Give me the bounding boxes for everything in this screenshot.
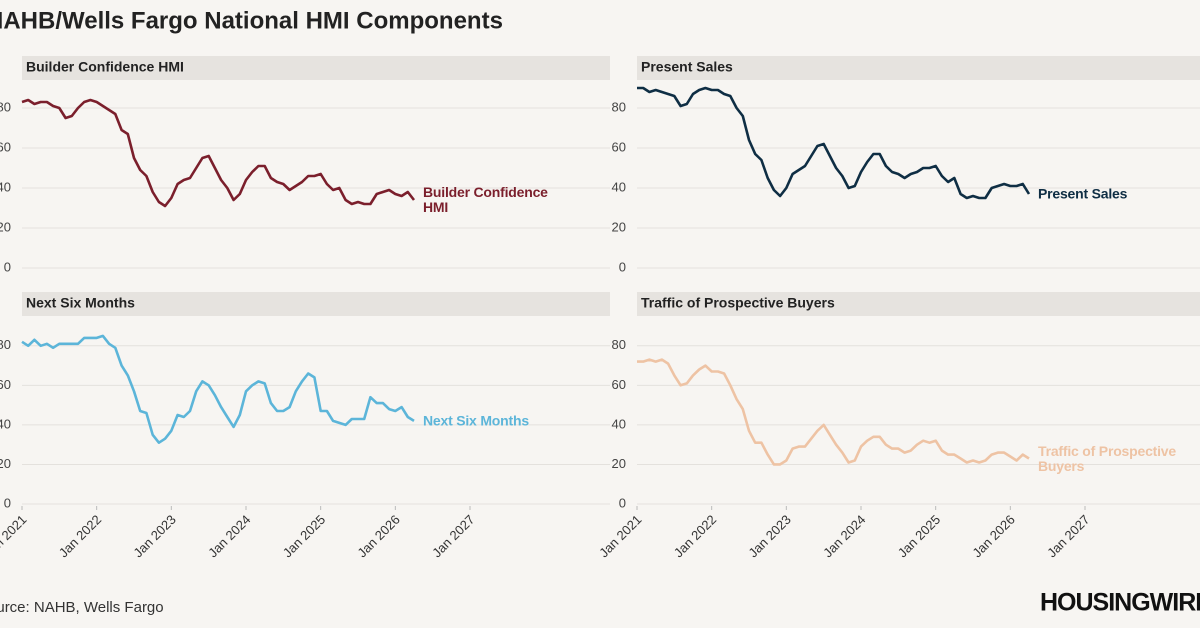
x-tick-label: Jan 2022 <box>671 512 719 560</box>
logo: HOUSINGWIRE <box>1040 589 1200 617</box>
x-tick-label: Jan 2024 <box>820 512 868 560</box>
y-tick-label: 60 <box>612 139 626 154</box>
x-tick-label: Jan 2022 <box>56 512 104 560</box>
y-tick-label: 40 <box>612 179 626 194</box>
x-tick-label: Jan 2026 <box>354 512 402 560</box>
y-tick-label: 80 <box>0 99 11 114</box>
panel-title: Present Sales <box>641 59 733 75</box>
x-tick-label: Jan 2021 <box>596 512 644 560</box>
y-tick-label: 80 <box>0 337 11 352</box>
series-label: Builder Confidence HMI <box>423 184 548 215</box>
y-tick-label: 40 <box>612 416 626 431</box>
x-tick-label: Jan 2027 <box>429 512 477 560</box>
x-tick-label: Jan 2024 <box>205 512 253 560</box>
y-tick-label: 20 <box>0 456 11 471</box>
y-tick-label: 20 <box>612 456 626 471</box>
x-tick-label: Jan 2023 <box>745 512 793 560</box>
panel-header <box>637 56 1200 80</box>
panel-title: Builder Confidence HMI <box>26 59 184 75</box>
y-tick-label: 80 <box>612 99 626 114</box>
x-tick-label: Jan 2021 <box>0 512 30 560</box>
panel-header <box>22 56 610 80</box>
series-label: Traffic of Prospective Buyers <box>1038 442 1176 474</box>
series-line <box>637 86 1031 200</box>
source: Source: NAHB, Wells Fargo <box>0 599 164 616</box>
panel-title: Next Six Months <box>26 295 135 311</box>
x-tick-label: Jan 2026 <box>969 512 1017 560</box>
y-tick-label: 0 <box>619 259 626 274</box>
panel-title: Traffic of Prospective Buyers <box>641 295 835 311</box>
y-tick-label: 20 <box>612 219 626 234</box>
x-tick-label: Jan 2025 <box>895 512 943 560</box>
y-tick-label: 0 <box>4 495 11 510</box>
panel-header <box>22 292 610 316</box>
series-line <box>637 358 1030 466</box>
series-label: Next Six Months <box>423 412 529 429</box>
x-tick-label: Jan 2025 <box>280 512 328 560</box>
panel-header <box>637 292 1200 316</box>
y-tick-label: 0 <box>619 495 626 510</box>
y-tick-label: 0 <box>4 259 11 274</box>
y-tick-label: 60 <box>612 377 626 392</box>
series-line <box>21 334 415 444</box>
y-tick-label: 60 <box>0 139 11 154</box>
series-label: Present Sales <box>1038 185 1128 202</box>
x-tick-label: Jan 2023 <box>130 512 178 560</box>
page-title: NAHB/Wells Fargo National HMI Components <box>0 7 503 34</box>
y-tick-label: 40 <box>0 416 11 431</box>
series-line <box>21 98 416 208</box>
y-tick-label: 40 <box>0 179 11 194</box>
y-tick-label: 60 <box>0 377 11 392</box>
x-tick-label: Jan 2027 <box>1044 512 1092 560</box>
y-tick-label: 20 <box>0 219 11 234</box>
y-tick-label: 80 <box>612 337 626 352</box>
